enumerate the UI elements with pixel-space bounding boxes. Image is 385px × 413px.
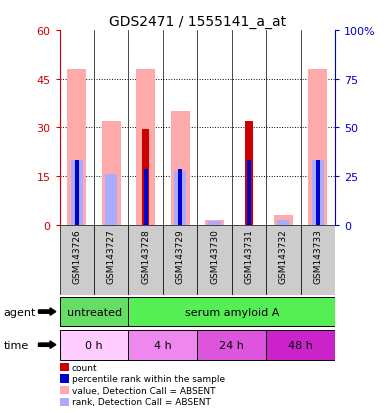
Bar — [171, 112, 189, 225]
Text: count: count — [72, 363, 98, 372]
Text: 24 h: 24 h — [219, 340, 244, 350]
Text: GSM143733: GSM143733 — [313, 229, 322, 283]
Text: GSM143728: GSM143728 — [141, 229, 150, 283]
Text: serum amyloid A: serum amyloid A — [184, 307, 279, 317]
Bar — [308, 70, 327, 225]
Bar — [197, 225, 232, 295]
Text: GSM143727: GSM143727 — [107, 229, 116, 283]
Bar — [209, 222, 221, 225]
Text: value, Detection Call = ABSENT: value, Detection Call = ABSENT — [72, 386, 216, 395]
Bar — [163, 225, 197, 295]
Text: 0 h: 0 h — [85, 340, 103, 350]
Bar — [129, 330, 197, 360]
Text: rank, Detection Call = ABSENT: rank, Detection Call = ABSENT — [72, 397, 211, 406]
Bar — [205, 220, 224, 225]
Bar — [60, 330, 129, 360]
Text: 48 h: 48 h — [288, 340, 313, 350]
Text: GSM143726: GSM143726 — [72, 229, 81, 283]
Text: agent: agent — [4, 307, 36, 317]
Bar — [129, 297, 335, 327]
Bar — [60, 297, 129, 327]
Bar — [174, 172, 186, 225]
Bar — [247, 160, 251, 225]
Bar — [105, 175, 117, 225]
Bar — [129, 225, 163, 295]
Bar — [316, 160, 320, 225]
Text: time: time — [4, 340, 29, 350]
Bar — [60, 225, 94, 295]
Bar — [71, 160, 83, 225]
Bar — [266, 330, 335, 360]
Text: GSM143732: GSM143732 — [279, 229, 288, 283]
Bar — [136, 70, 155, 225]
Bar — [266, 225, 301, 295]
Text: untreated: untreated — [67, 307, 122, 317]
Text: GSM143729: GSM143729 — [176, 229, 185, 283]
Bar — [232, 225, 266, 295]
Bar — [67, 70, 86, 225]
Text: 4 h: 4 h — [154, 340, 172, 350]
Bar — [197, 330, 266, 360]
Title: GDS2471 / 1555141_a_at: GDS2471 / 1555141_a_at — [109, 14, 286, 28]
Bar — [274, 216, 293, 225]
Bar — [102, 121, 121, 225]
Bar — [312, 160, 324, 225]
Text: percentile rank within the sample: percentile rank within the sample — [72, 374, 225, 383]
Bar — [144, 170, 148, 225]
Text: GSM143731: GSM143731 — [244, 229, 253, 283]
Bar — [301, 225, 335, 295]
Bar — [142, 130, 149, 225]
Text: GSM143730: GSM143730 — [210, 229, 219, 283]
Bar — [75, 160, 79, 225]
Bar — [94, 225, 129, 295]
Bar — [245, 121, 253, 225]
Bar — [277, 220, 290, 225]
Bar — [178, 170, 182, 225]
